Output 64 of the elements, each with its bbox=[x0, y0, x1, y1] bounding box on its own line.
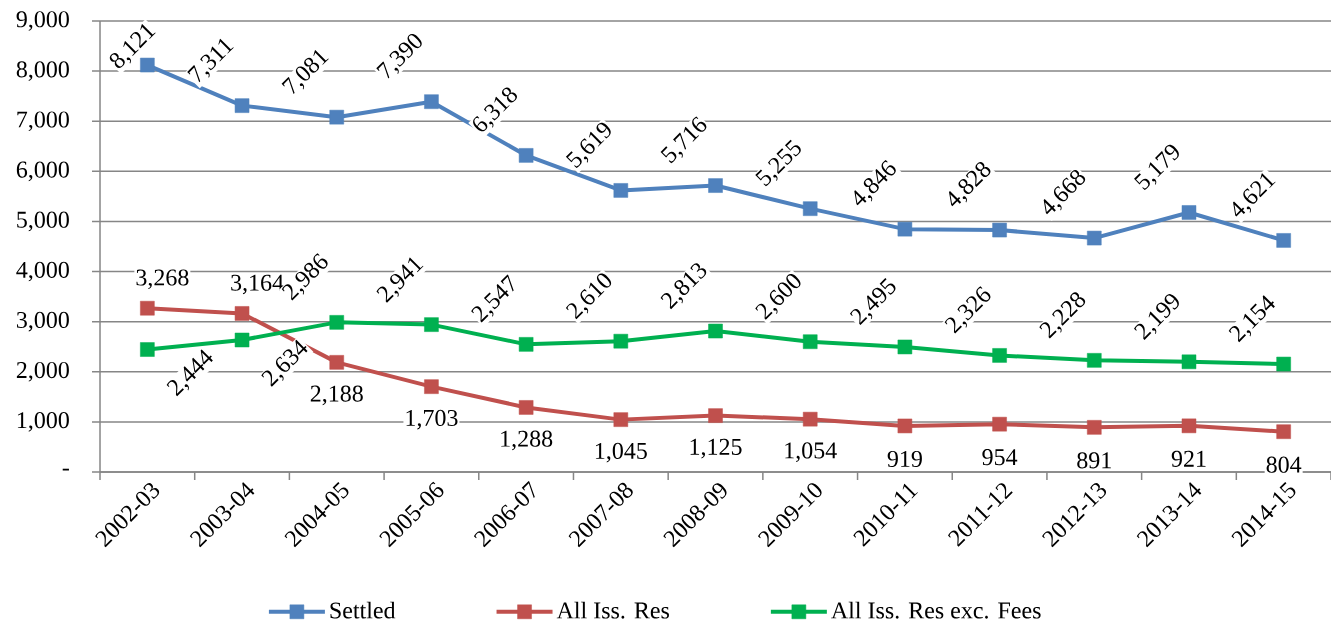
data-label: 921 bbox=[1171, 450, 1206, 467]
point bbox=[708, 178, 723, 193]
y-tick-label: - bbox=[62, 468, 69, 471]
point bbox=[424, 379, 439, 394]
point bbox=[329, 355, 344, 370]
data-label: 919 bbox=[887, 450, 922, 467]
y-tick-label: 2,000 bbox=[16, 361, 69, 382]
point bbox=[1181, 418, 1197, 434]
point bbox=[329, 315, 344, 330]
data-label: 1,045 bbox=[595, 442, 647, 463]
point bbox=[140, 300, 155, 316]
y-tick-label: 1,000 bbox=[17, 412, 69, 432]
y-tick-label: 5,000 bbox=[17, 211, 69, 232]
point bbox=[1087, 420, 1102, 435]
point bbox=[897, 339, 913, 355]
legend-label: Settled bbox=[330, 601, 396, 619]
y-tick-label: 8,000 bbox=[16, 61, 69, 81]
data-label: 891 bbox=[1077, 452, 1111, 469]
y-tick-label: 4,000 bbox=[16, 261, 69, 282]
data-label: 1,054 bbox=[785, 442, 837, 462]
point bbox=[992, 416, 1007, 432]
point bbox=[992, 348, 1007, 363]
point bbox=[234, 332, 250, 348]
point bbox=[1276, 233, 1291, 248]
data-label: 1,703 bbox=[406, 409, 458, 430]
data-label: 1,288 bbox=[501, 430, 553, 451]
data-label: 1,125 bbox=[690, 438, 742, 459]
data-label: 2,188 bbox=[310, 385, 363, 406]
point bbox=[424, 317, 439, 332]
point bbox=[518, 337, 534, 352]
point bbox=[802, 201, 818, 216]
legend-label: All Iss. Res exc. Fees bbox=[831, 601, 1041, 619]
point bbox=[1087, 353, 1102, 368]
point bbox=[802, 411, 818, 427]
point bbox=[1181, 205, 1197, 220]
point bbox=[992, 222, 1007, 238]
point bbox=[518, 400, 534, 415]
point bbox=[802, 334, 818, 349]
point bbox=[1087, 230, 1102, 246]
legend-label: All Iss. Res bbox=[556, 601, 669, 619]
point bbox=[708, 323, 723, 339]
y-tick-label: 9,000 bbox=[16, 11, 69, 31]
point bbox=[234, 98, 250, 113]
point bbox=[234, 306, 250, 321]
point bbox=[1276, 424, 1291, 439]
data-label: 3,268 bbox=[136, 269, 189, 290]
point bbox=[518, 148, 534, 163]
point bbox=[140, 342, 155, 357]
point bbox=[708, 408, 723, 423]
point bbox=[897, 418, 913, 434]
point bbox=[613, 333, 629, 349]
point bbox=[897, 221, 913, 237]
y-tick-label: 3,000 bbox=[16, 311, 69, 332]
point bbox=[329, 109, 344, 125]
data-label: 804 bbox=[1266, 456, 1302, 473]
y-tick-label: 6,000 bbox=[16, 161, 69, 182]
y-tick-label: 7,000 bbox=[17, 111, 69, 132]
point bbox=[613, 183, 629, 198]
point bbox=[424, 94, 439, 109]
point bbox=[1181, 354, 1197, 370]
data-label: 3,164 bbox=[231, 274, 284, 295]
point bbox=[613, 412, 629, 427]
point bbox=[1276, 356, 1291, 372]
data-label: 954 bbox=[982, 449, 1018, 466]
